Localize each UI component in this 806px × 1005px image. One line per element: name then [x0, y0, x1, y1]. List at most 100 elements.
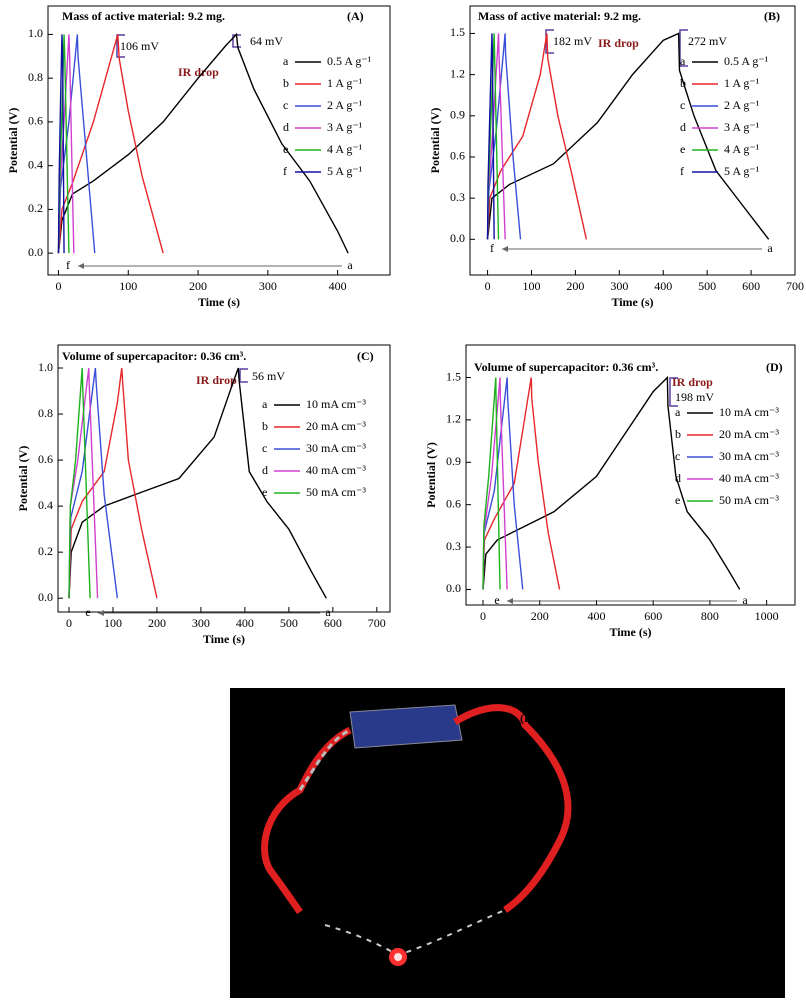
y-tick-label: 0.0: [450, 231, 465, 245]
panel-label: (A): [347, 9, 364, 23]
annotation: IR drop: [178, 65, 219, 79]
legend-letter: f: [680, 164, 684, 178]
panel-label: (B): [764, 9, 780, 23]
y-tick-label: 0.6: [28, 114, 43, 128]
y-tick-label: 0.9: [446, 454, 461, 468]
x-tick-label: 100: [522, 279, 540, 293]
x-axis-label: Time (s): [203, 632, 245, 646]
wire: [453, 704, 572, 913]
legend-label: 0.5 A g⁻¹: [327, 54, 372, 68]
legend-letter: e: [680, 142, 685, 156]
legend-label: 3 A g⁻¹: [327, 120, 363, 134]
y-tick-label: 0.0: [38, 590, 53, 604]
ir-bracket: [116, 34, 125, 58]
legend-letter: c: [680, 98, 685, 112]
annotation: 182 mV: [553, 34, 592, 48]
series-line: [486, 33, 495, 240]
annotation: 272 mV: [688, 34, 727, 48]
y-tick-label: 0.4: [28, 157, 43, 171]
arrow-label: e: [85, 605, 90, 619]
panel-label: (C): [357, 349, 374, 363]
legend-letter: d: [675, 471, 681, 485]
y-tick-label: 0.8: [28, 70, 43, 84]
x-tick-label: 600: [324, 616, 342, 630]
legend-letter: a: [262, 397, 268, 411]
x-tick-label: 200: [531, 609, 549, 623]
legend-letter: c: [262, 441, 267, 455]
legend-letter: a: [283, 54, 289, 68]
x-tick-label: 300: [192, 616, 210, 630]
x-tick-label: 400: [654, 279, 672, 293]
arrow-head: [507, 598, 513, 604]
x-axis-label: Time (s): [609, 625, 651, 639]
x-tick-label: 600: [644, 609, 662, 623]
annotation: 64 mV: [250, 34, 283, 48]
legend-label: 20 mA cm⁻³: [719, 427, 779, 441]
legend-letter: d: [262, 463, 268, 477]
arrow-head: [502, 246, 508, 252]
series-line: [68, 367, 327, 599]
x-tick-label: 500: [698, 279, 716, 293]
led-glow: [394, 953, 402, 961]
y-tick-label: 0.8: [38, 406, 53, 420]
note: Volume of supercapacitor: 0.36 cm³.: [62, 349, 246, 363]
series-line: [57, 34, 164, 254]
panel-label: (E): [520, 711, 536, 725]
x-tick-label: 400: [329, 279, 347, 293]
legend-label: 2 A g⁻¹: [327, 98, 363, 112]
legend-letter: e: [262, 485, 267, 499]
photo-background: [230, 688, 785, 998]
legend-label: 4 A g⁻¹: [327, 142, 363, 156]
legend-letter: b: [283, 76, 289, 90]
y-tick-label: 1.0: [28, 26, 43, 40]
x-tick-label: 400: [587, 609, 605, 623]
legend-letter: d: [283, 120, 289, 134]
legend-label: 10 mA cm⁻³: [306, 397, 366, 411]
x-axis-label: Time (s): [611, 295, 653, 309]
x-tick-label: 400: [236, 616, 254, 630]
x-tick-label: 500: [280, 616, 298, 630]
chart: 0 200 400 600 800 1000 0.0 0.3 0.6 0.9 1.2 1.5 Time …: [424, 344, 796, 639]
x-tick-label: 100: [119, 279, 137, 293]
y-tick-label: 0.6: [38, 452, 53, 466]
x-tick-label: 200: [148, 616, 166, 630]
legend-label: 10 mA cm⁻³: [719, 405, 779, 419]
plot-frame: [47, 5, 391, 276]
y-axis-label: Potential (V): [6, 108, 20, 174]
series-line: [486, 33, 588, 240]
legend-label: 20 mA cm⁻³: [306, 419, 366, 433]
ir-bracket: [669, 377, 678, 407]
chart: 0 100 200 300 400 500 600 700 0.0 0.3 0.6 0.9 1.2 1.5…: [428, 5, 804, 309]
arrow-label: a: [325, 605, 331, 619]
legend-letter: c: [283, 98, 288, 112]
y-tick-label: 0.2: [38, 544, 53, 558]
arrow-head: [78, 263, 84, 269]
legend-label: 0.5 A g⁻¹: [724, 54, 769, 68]
x-tick-label: 1000: [755, 609, 779, 623]
plot-frame: [57, 344, 391, 613]
y-tick-label: 1.2: [450, 66, 465, 80]
y-tick-label: 0.0: [28, 245, 43, 259]
x-tick-label: 0: [485, 279, 491, 293]
series-line: [68, 367, 91, 599]
legend-letter: e: [283, 142, 288, 156]
series-line: [482, 375, 741, 590]
y-tick-label: 0.9: [450, 108, 465, 122]
y-tick-label: 0.2: [28, 201, 43, 215]
legend-letter: a: [675, 405, 681, 419]
arrow-label: f: [490, 241, 494, 255]
legend-label: 4 A g⁻¹: [724, 142, 760, 156]
device: [349, 704, 463, 749]
legend-letter: b: [675, 427, 681, 441]
legend-label: 5 A g⁻¹: [724, 164, 760, 178]
legend-letter: b: [262, 419, 268, 433]
panel-label: (D): [766, 360, 783, 374]
legend-label: 1 A g⁻¹: [724, 76, 760, 90]
y-tick-label: 0.0: [446, 581, 461, 595]
legend-label: 1 A g⁻¹: [327, 76, 363, 90]
annotation: IR drop: [672, 375, 713, 389]
y-axis-label: Potential (V): [16, 446, 30, 512]
annotation: 56 mV: [252, 369, 285, 383]
y-tick-label: 0.3: [450, 190, 465, 204]
legend-label: 3 A g⁻¹: [724, 120, 760, 134]
